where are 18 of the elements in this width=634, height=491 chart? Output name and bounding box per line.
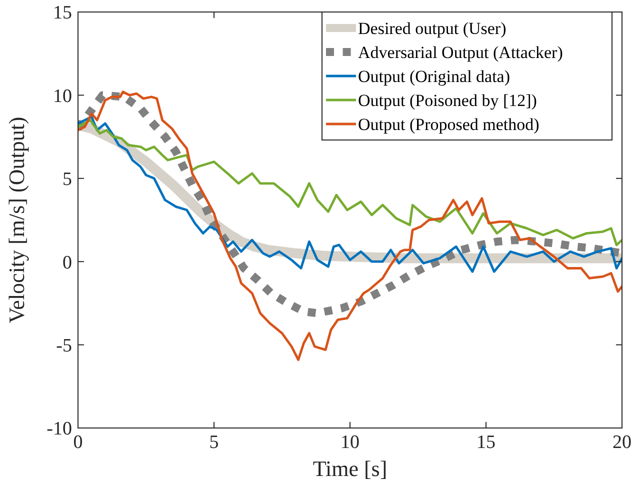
y-tick-label: -10 <box>46 418 72 440</box>
x-tick-label: 20 <box>612 432 632 453</box>
legend-label: Output (Proposed method) <box>358 114 540 134</box>
y-tick-label: 5 <box>62 169 72 190</box>
legend-label: Output (Original data) <box>358 66 510 86</box>
y-tick-label: 0 <box>62 252 72 274</box>
y-tick-label: 15 <box>53 2 72 24</box>
legend-label: Adversarial Output (Attacker) <box>358 42 563 62</box>
x-tick-label: 10 <box>340 432 360 453</box>
y-tick-label: 10 <box>53 86 72 107</box>
line-series <box>78 90 622 361</box>
legend-label: Output (Poisoned by [12]) <box>358 90 537 110</box>
y-tick-label: -5 <box>56 335 72 356</box>
x-axis-title: Time [s] <box>312 456 388 481</box>
legend-label: Desired output (User) <box>358 18 506 38</box>
y-axis-title: Velocity [m/s] (Output) <box>4 116 29 324</box>
x-tick-label: 15 <box>476 432 496 453</box>
x-tick-label: 5 <box>209 432 219 453</box>
